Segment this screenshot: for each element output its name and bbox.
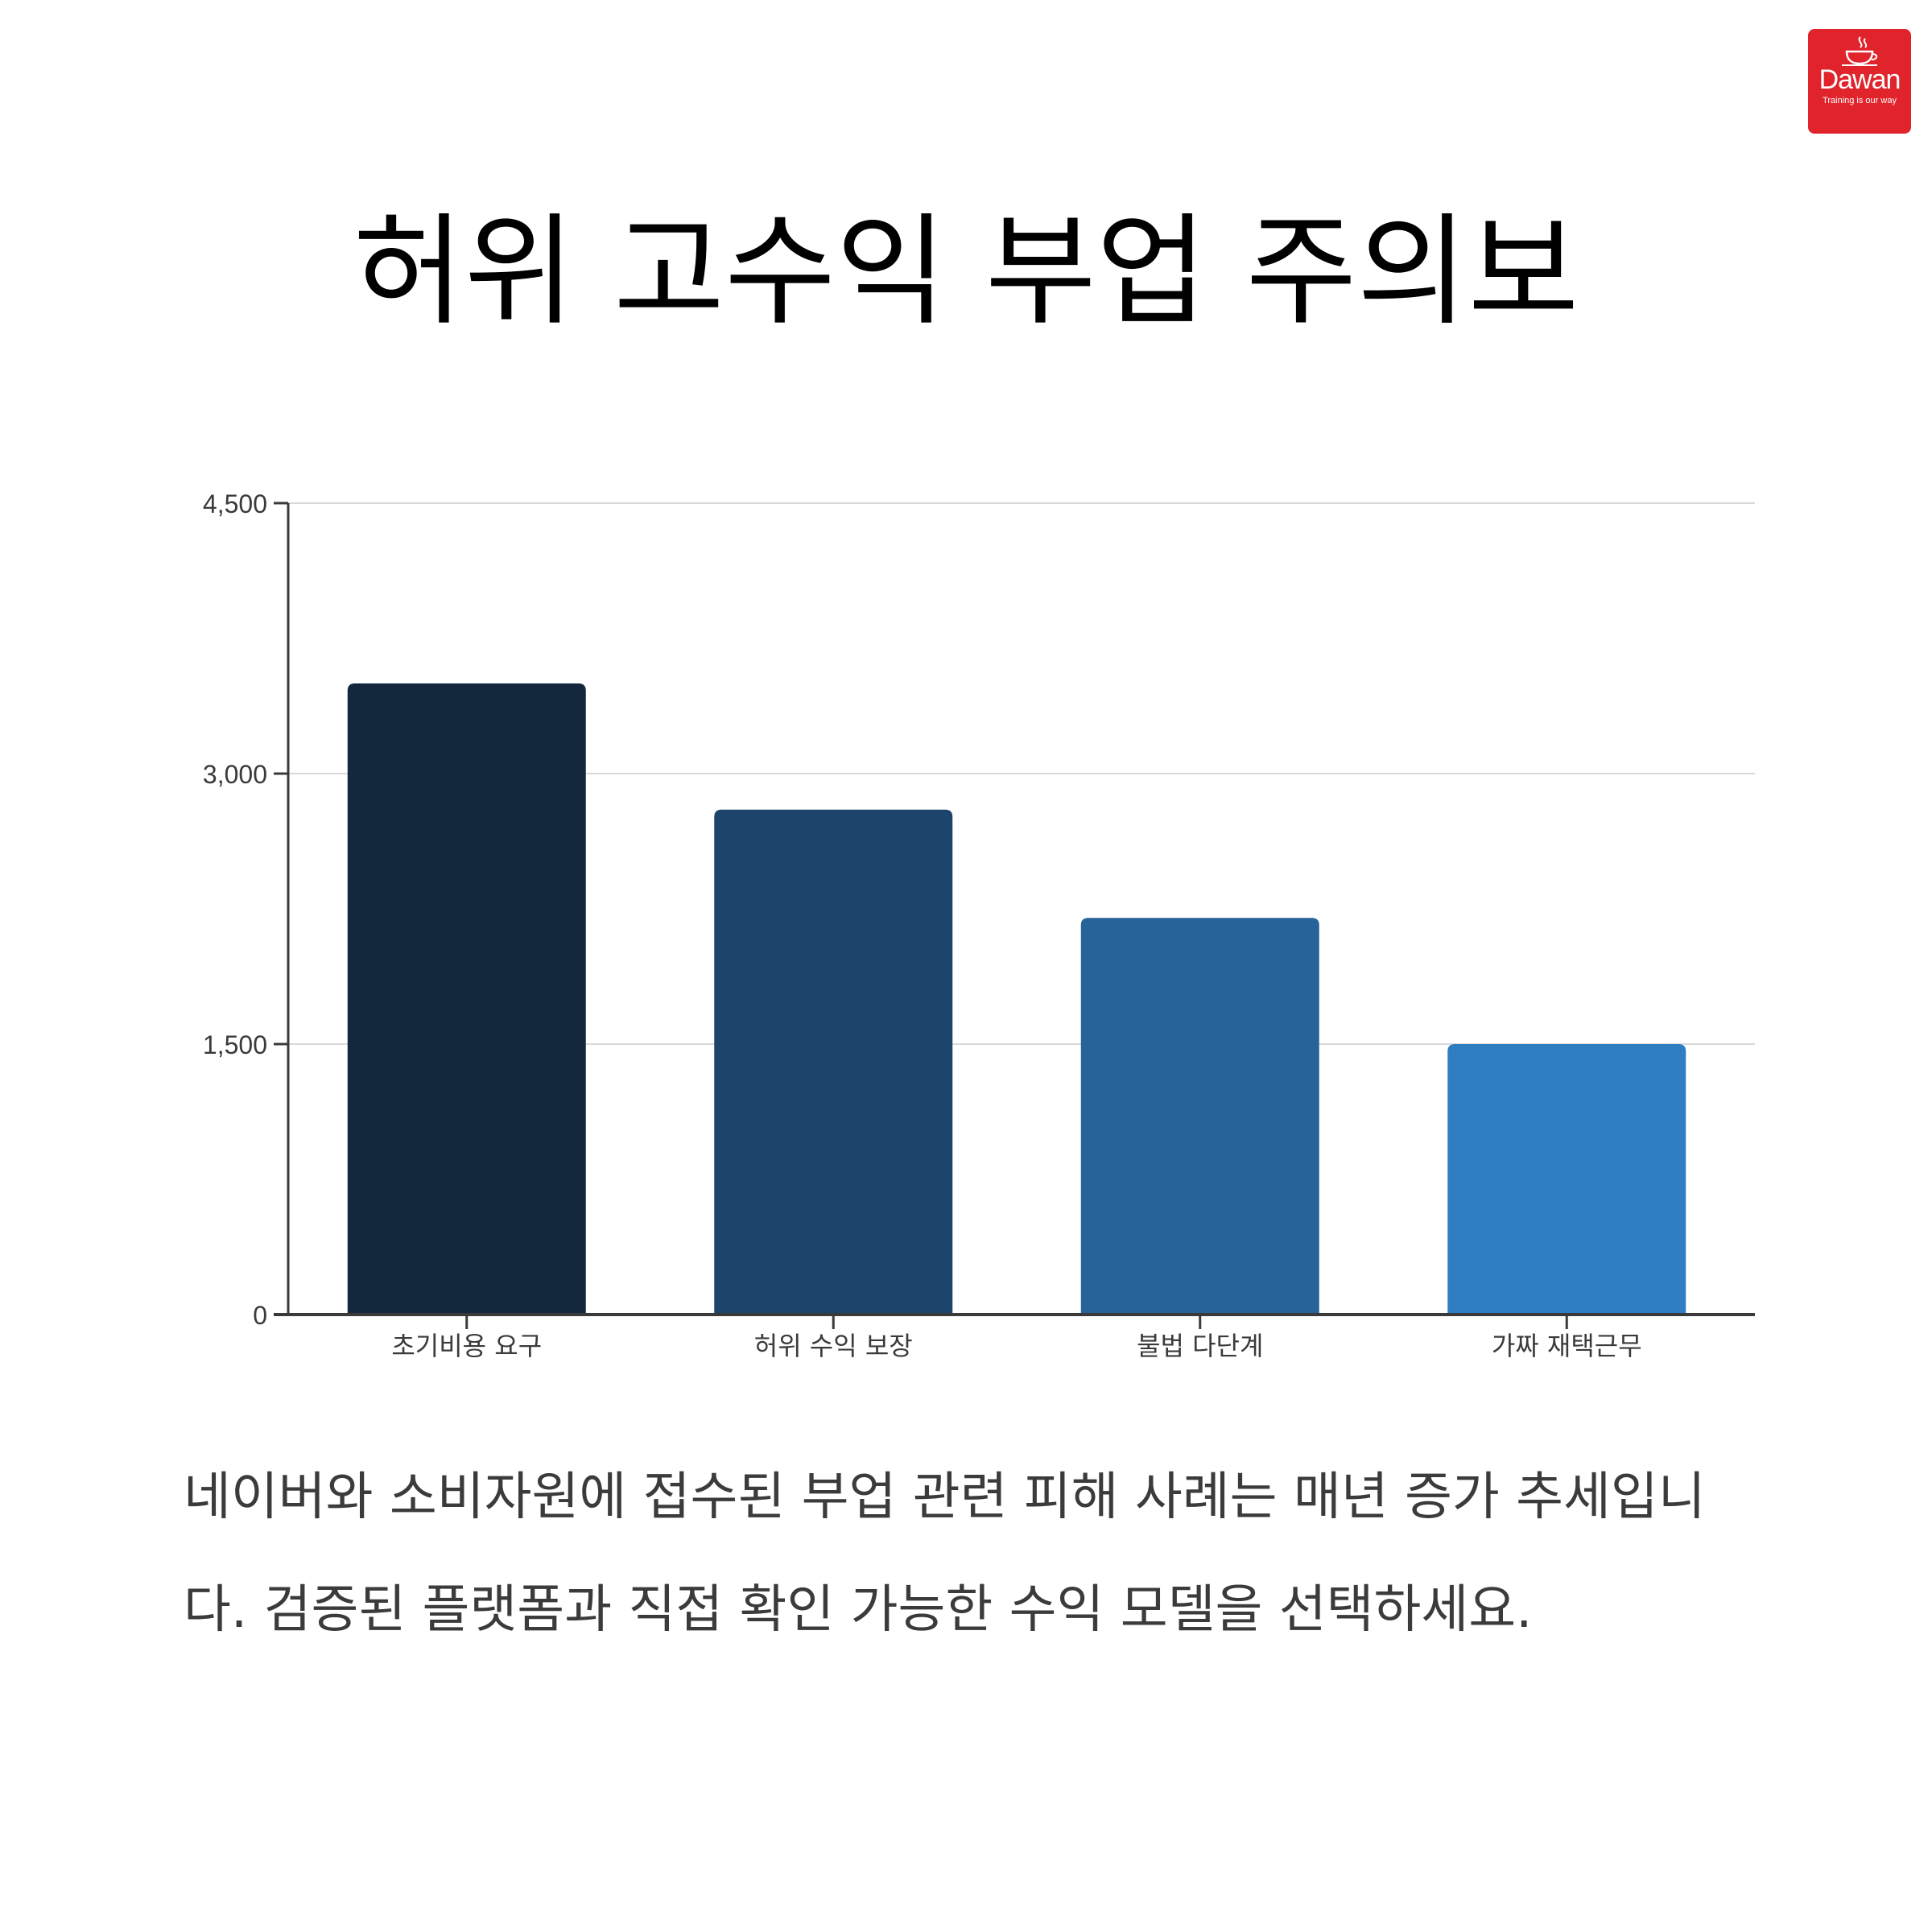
caption-text: 네이버와 소비자원에 접수된 부업 관련 피해 사례는 매년 증가 추세입니다.… [184, 1468, 1706, 1640]
logo-wordmark: Dawan [1818, 64, 1901, 95]
axes [274, 502, 1755, 1329]
x-tick-label: 초기비용 요구 [391, 1331, 542, 1361]
dawan-logo: Dawan Training is our way [1808, 29, 1911, 134]
page-title: 허위 고수익 부업 주의보 [353, 202, 1579, 342]
x-tick-label: 불법 다단계 [1137, 1331, 1263, 1361]
y-tick-label: 0 [253, 1301, 267, 1330]
x-tick-label: 허위 수익 보장 [754, 1331, 913, 1361]
bar [714, 809, 953, 1315]
bar [1080, 918, 1319, 1315]
bars [347, 683, 1686, 1315]
bar [1447, 1044, 1686, 1315]
y-tick-label: 4,500 [203, 489, 267, 518]
x-tick-label: 가짜 재택근무 [1492, 1331, 1642, 1361]
cup-icon [1842, 36, 1878, 66]
y-tick-label: 3,000 [203, 760, 267, 789]
logo-tagline: Training is our way [1823, 96, 1897, 105]
tick-labels: 0 1,500 3,000 4,500 초기비용 요구 허위 수익 보장 불법 다단계 가짜 … [203, 489, 1642, 1361]
bar [347, 683, 586, 1315]
y-tick-label: 1,500 [203, 1030, 267, 1059]
